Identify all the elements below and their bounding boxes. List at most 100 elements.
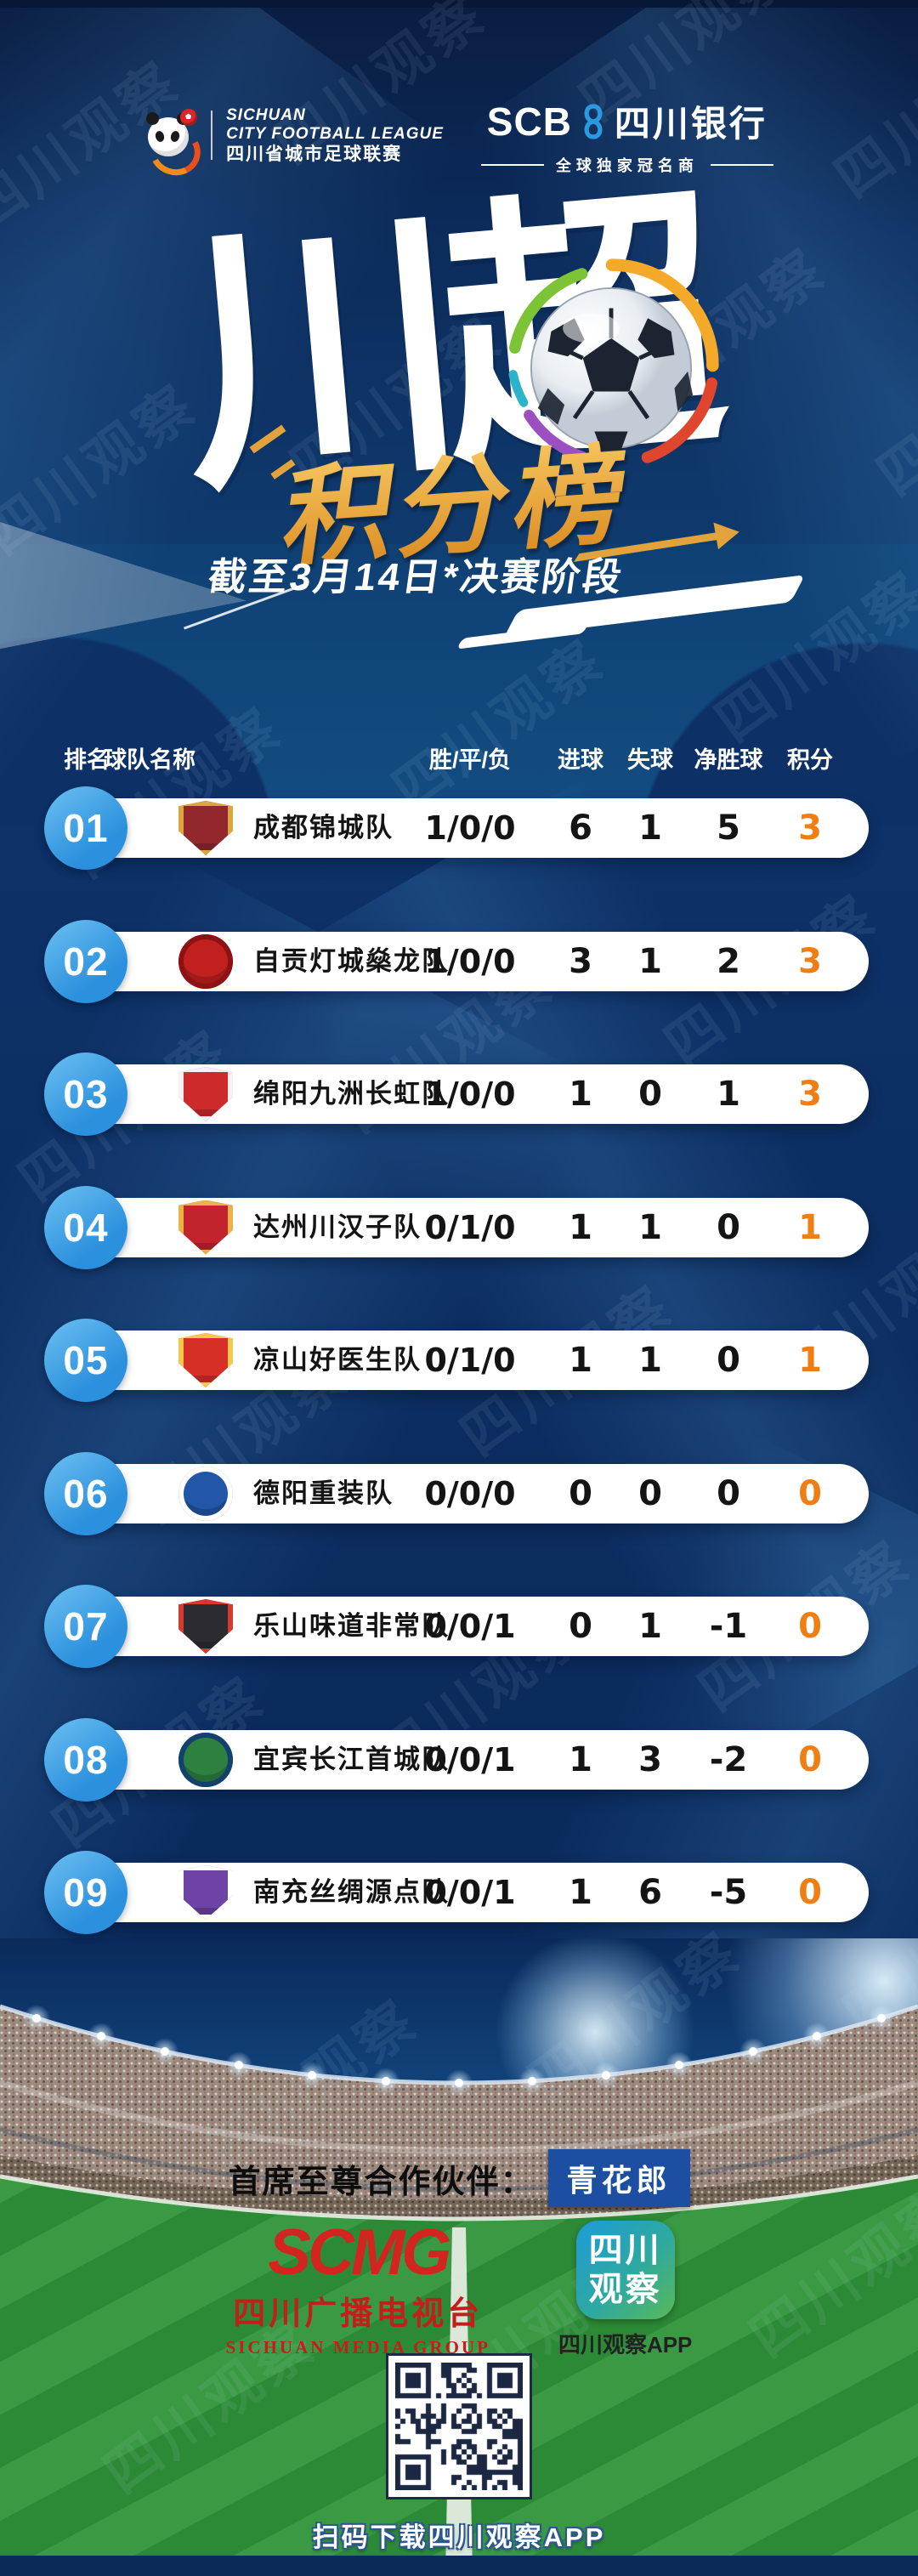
stat-goals-against: 6: [638, 1873, 662, 1912]
rank-number: 02: [63, 939, 109, 984]
col-header-points: 积分: [787, 747, 833, 773]
soccer-ball-icon: [530, 287, 694, 451]
stat-points: 3: [798, 809, 822, 848]
team-badge-icon: [178, 1333, 233, 1387]
col-header-goal-diff: 净胜球: [694, 747, 763, 773]
app-icon-line2: 观察: [588, 2271, 662, 2308]
stat-goal-diff: 2: [717, 941, 740, 981]
stat-wdl: 0/1/0: [424, 1208, 516, 1246]
team-name: 达州川汉子队: [253, 1211, 422, 1242]
stat-goals-against: 1: [638, 941, 662, 981]
stat-goals-against: 0: [638, 1473, 662, 1513]
bank-logo-row: SCB 四川银行: [487, 95, 768, 147]
table-row: 04 达州川汉子队 0/1/0 1 1 0 1: [44, 1185, 869, 1269]
team-badge-icon: [178, 1466, 233, 1521]
sichuan-guancha-app-icon: 四川 观察: [575, 2221, 675, 2319]
background-top: [0, 0, 918, 544]
header-logos: SICHUAN CITY FOOTBALL LEAGUE 四川省城市足球联赛 S…: [0, 95, 918, 183]
stat-points: 0: [798, 1873, 822, 1912]
rank-number: 05: [63, 1338, 109, 1382]
team-badge-icon: [178, 1599, 233, 1654]
rank-number: 08: [63, 1737, 109, 1782]
team-badge-icon: [178, 1865, 233, 1920]
stat-wdl: 0/1/0: [424, 1342, 516, 1379]
stat-goals-against: 1: [638, 1207, 662, 1247]
rank-number: 06: [63, 1471, 109, 1516]
stat-points: 1: [798, 1207, 822, 1247]
table-row: 01 成都锦城队 1/0/0 6 1 5 3: [44, 786, 869, 870]
rank-badge: 03: [44, 1053, 128, 1136]
league-name-line1: SICHUAN: [226, 106, 306, 125]
stat-goal-diff: -2: [709, 1739, 748, 1779]
stat-goal-diff: -5: [709, 1873, 748, 1912]
team-name: 乐山味道非常队: [253, 1611, 450, 1641]
stat-goals-against: 1: [638, 1341, 662, 1380]
stat-goals-for: 3: [569, 941, 592, 981]
stat-goals-for: 0: [569, 1473, 592, 1513]
team-name: 绵阳九洲长虹队: [253, 1079, 450, 1109]
stat-wdl: 0/0/1: [424, 1608, 516, 1645]
team-badge-icon: [178, 801, 233, 855]
date-note: 截至3月14日*决赛阶段: [205, 555, 627, 599]
stat-goals-for: 1: [569, 1341, 592, 1380]
stat-goals-against: 1: [638, 809, 662, 848]
rank-badge: 02: [44, 919, 128, 1003]
stat-points: 3: [798, 1075, 822, 1114]
rank-number: 03: [63, 1072, 109, 1116]
league-logo: SICHUAN CITY FOOTBALL LEAGUE 四川省城市足球联赛: [143, 106, 444, 183]
app-icon-line1: 四川: [588, 2232, 662, 2269]
stat-points: 0: [798, 1739, 822, 1779]
stadium-photo: [0, 1938, 918, 2576]
qr-block: 扫码下载四川观察APP: [0, 2353, 918, 2554]
tagline-rule: [480, 164, 544, 166]
table-row: 03 绵阳九洲长虹队 1/0/0 1 0 1 3: [44, 1053, 869, 1136]
scmg-name-cn: 四川广播电视台: [233, 2296, 484, 2332]
table-row: 09 南充丝绸源点队 0/0/1 1 6 -5 0: [44, 1851, 869, 1934]
stat-goal-diff: 5: [717, 809, 740, 848]
stat-points: 0: [798, 1607, 822, 1646]
rank-badge: 05: [44, 1319, 128, 1402]
partner-label: 首席至尊合作伙伴：: [228, 2164, 535, 2200]
col-header-goals-for: 进球: [558, 747, 604, 773]
stat-wdl: 1/0/0: [424, 1075, 516, 1113]
rank-number: 09: [63, 1870, 109, 1915]
table-header: 排名 球队名称 胜/平/负 进球 失球 净胜球 积分: [51, 741, 869, 779]
divider: [211, 111, 213, 161]
scmg-abbr: SCMG: [268, 2216, 451, 2289]
stat-goal-diff: 0: [717, 1473, 740, 1513]
table-row: 08 宜宾长江首城队 0/0/1 1 3 -2 0: [44, 1717, 869, 1801]
team-badge-icon: [178, 1200, 233, 1255]
col-header-wdl: 胜/平/负: [428, 747, 511, 773]
stat-goals-for: 1: [569, 1873, 592, 1912]
stat-wdl: 1/0/0: [424, 809, 516, 847]
stat-goals-for: 1: [569, 1739, 592, 1779]
team-name: 德阳重装队: [253, 1478, 394, 1508]
stat-points: 0: [798, 1473, 822, 1513]
stat-goals-against: 1: [638, 1607, 662, 1646]
stat-goal-diff: 0: [717, 1341, 740, 1380]
bank-tagline: 全球独家冠名商: [480, 154, 774, 176]
rank-number: 04: [63, 1205, 109, 1250]
stat-goals-for: 0: [569, 1607, 592, 1646]
stat-goal-diff: 0: [717, 1207, 740, 1247]
panda-football-icon: [143, 109, 207, 183]
league-name-line2: CITY FOOTBALL LEAGUE: [226, 124, 444, 143]
league-name-line3: 四川省城市足球联赛: [226, 145, 403, 164]
team-name: 自贡灯城燊龙队: [253, 945, 450, 976]
qr-caption: 扫码下载四川观察APP: [312, 2522, 606, 2552]
partner-row: 首席至尊合作伙伴： 青花郎: [0, 2149, 918, 2207]
partner-brand-badge: 青花郎: [547, 2149, 690, 2207]
app-logo-block: 四川 观察 四川观察APP: [558, 2221, 692, 2359]
rank-number: 01: [63, 806, 109, 850]
league-name: SICHUAN CITY FOOTBALL LEAGUE 四川省城市足球联赛: [226, 106, 444, 164]
stat-goals-for: 1: [569, 1207, 592, 1247]
stat-goals-against: 0: [638, 1075, 662, 1114]
stat-wdl: 0/0/1: [424, 1740, 516, 1779]
rank-badge: 01: [44, 786, 128, 870]
bank-abbr: SCB: [486, 99, 572, 144]
col-header-goals-against: 失球: [627, 747, 673, 773]
rank-badge: 07: [44, 1585, 128, 1668]
table-row: 07 乐山味道非常队 0/0/1 0 1 -1 0: [44, 1585, 869, 1668]
team-badge-icon: [178, 1732, 233, 1787]
